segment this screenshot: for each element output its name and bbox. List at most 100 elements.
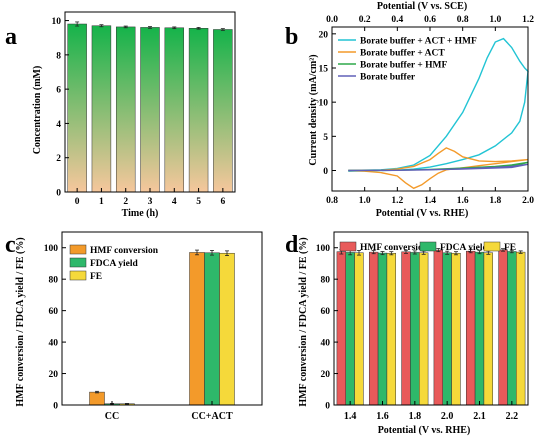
a-bar: [213, 29, 233, 193]
panel-b-plot: 0.8 1.0 1.2 1.4 1.6 1.8 2.0 0.0 0.2 0.4 0.6 0.8 1.0 1…: [319, 15, 535, 206]
a-xlabel: Time (h): [122, 208, 159, 219]
d-ytick-label: 60: [321, 307, 331, 317]
a-ytick-label: 4: [56, 120, 61, 130]
d-xtick-label: 2.0: [441, 411, 454, 422]
d-bar: [377, 252, 388, 406]
b-xtick-top-label: 1.0: [489, 15, 501, 25]
d-xtick-label: 1.4: [344, 411, 357, 422]
d-xtick-label: 2.1: [473, 411, 486, 422]
d-legend-label: HMF conversion: [360, 243, 429, 253]
d-bar: [368, 251, 379, 406]
panel-c-plot: CC CC+ACT 0 20 40 60 80 100 HMF conversion FDCA y…: [44, 231, 263, 422]
panel-label-c: c: [5, 232, 16, 258]
a-ytick-label: 0: [56, 189, 61, 199]
b-ylabel: Current density (mA/cm²): [308, 54, 319, 165]
c-ytick-label: 0: [53, 402, 58, 412]
d-bar: [465, 250, 476, 406]
b-series-line: [348, 163, 529, 172]
b-axes-frame: [331, 26, 529, 192]
c-legend-label: FDCA yield: [90, 259, 138, 269]
d-legend-swatch: [339, 241, 357, 252]
b-xtick-top-label: 0.4: [391, 15, 403, 25]
b-xtick-label: 1.4: [424, 196, 436, 206]
a-bar: [67, 23, 87, 193]
d-bar: [401, 251, 411, 406]
b-ytick-label: 5: [323, 133, 328, 143]
a-ytick-label: 6: [56, 86, 61, 96]
panel-label-d: d: [285, 232, 299, 258]
a-ytick-label: 10: [52, 17, 62, 27]
b-ytick-label: 0: [323, 167, 328, 177]
a-xtick-label: 3: [148, 197, 153, 207]
d-legend-label: FDCA yield: [440, 243, 488, 253]
b-xtick-top-label: 0.2: [359, 15, 371, 25]
d-bar: [410, 252, 420, 406]
c-legend-swatch: [69, 270, 87, 281]
b-xtick-label: 0.8: [326, 196, 338, 206]
d-legend-swatch: [483, 241, 501, 252]
c-ytick-label: 20: [49, 370, 59, 380]
b-xtick-label: 2.0: [522, 196, 534, 206]
b-xtick-top-label: 0.6: [424, 15, 436, 25]
d-bar: [345, 252, 355, 406]
c-axes-frame: [61, 231, 263, 406]
b-legend-label: Borate buffer + HMF: [360, 61, 447, 71]
b-ytick-label: 10: [319, 99, 329, 109]
a-bar: [91, 25, 112, 193]
d-ytick-label: 40: [321, 339, 331, 349]
b-xtick-label: 1.6: [457, 196, 469, 206]
b-legend-label: Borate buffer: [360, 73, 416, 83]
d-legend-label: FE: [504, 243, 516, 253]
d-bar: [386, 252, 397, 406]
a-xtick-label: 6: [220, 197, 225, 207]
a-axes-frame: [64, 11, 236, 193]
b-series-line: [348, 37, 529, 172]
a-bar: [140, 27, 160, 193]
c-ytick-label: 40: [49, 339, 59, 349]
d-ytick-label: 0: [325, 402, 330, 412]
d-bar: [336, 251, 346, 406]
b-series-line: [348, 147, 529, 190]
a-bar: [164, 27, 185, 193]
d-bar: [419, 252, 429, 406]
c-legend-swatch: [69, 244, 87, 255]
d-axes-frame: [333, 231, 529, 406]
d-bar: [442, 252, 452, 406]
c-bar: [89, 391, 105, 406]
d-bar: [474, 251, 485, 406]
d-xtick-label: 2.2: [506, 411, 519, 422]
d-bar: [433, 249, 443, 406]
b-xtick-top-label: 1.2: [522, 15, 534, 25]
a-xtick-label: 4: [172, 197, 177, 207]
b-legend-label: Borate buffer + ACT + HMF: [360, 37, 477, 47]
d-ytick-label: 20: [321, 370, 331, 380]
panel-label-a: a: [5, 24, 17, 50]
d-ytick-label: 80: [321, 276, 331, 286]
a-ylabel: Concentration (mM): [32, 66, 43, 155]
a-xtick-label: 0: [75, 197, 80, 207]
b-xtick-top-label: 0.0: [326, 15, 338, 25]
d-xlabel: Potential (V vs. RHE): [378, 425, 471, 436]
b-xtick-label: 1.2: [391, 196, 403, 206]
c-ytick-label: 100: [44, 244, 59, 254]
b-ytick-label: 15: [319, 65, 329, 75]
a-xtick-label: 2: [123, 197, 128, 207]
a-xtick-label: 1: [99, 197, 104, 207]
d-bar: [451, 252, 461, 406]
c-bar: [219, 252, 235, 406]
d-bar: [516, 251, 526, 406]
d-ytick-label: 100: [316, 244, 331, 254]
a-xtick-label: 5: [196, 197, 201, 207]
panel-d-plot: 1.4 1.6 1.8 2.0 2.1 2.2 0 20 40 60 80 100 HMF conver…: [316, 231, 529, 422]
d-xtick-label: 1.8: [409, 411, 422, 422]
a-bar: [188, 28, 209, 193]
d-bar: [498, 249, 508, 406]
b-xtick-top-label: 0.8: [457, 15, 469, 25]
b-legend-label: Borate buffer + ACT: [360, 49, 445, 59]
b-ytick-label: 20: [319, 30, 329, 40]
a-ytick-label: 8: [56, 51, 61, 61]
c-xtick-label: CC+ACT: [191, 411, 233, 422]
c-legend-label: FE: [90, 272, 102, 282]
b-xlabel-top: Potential (V vs. SCE): [377, 1, 467, 12]
